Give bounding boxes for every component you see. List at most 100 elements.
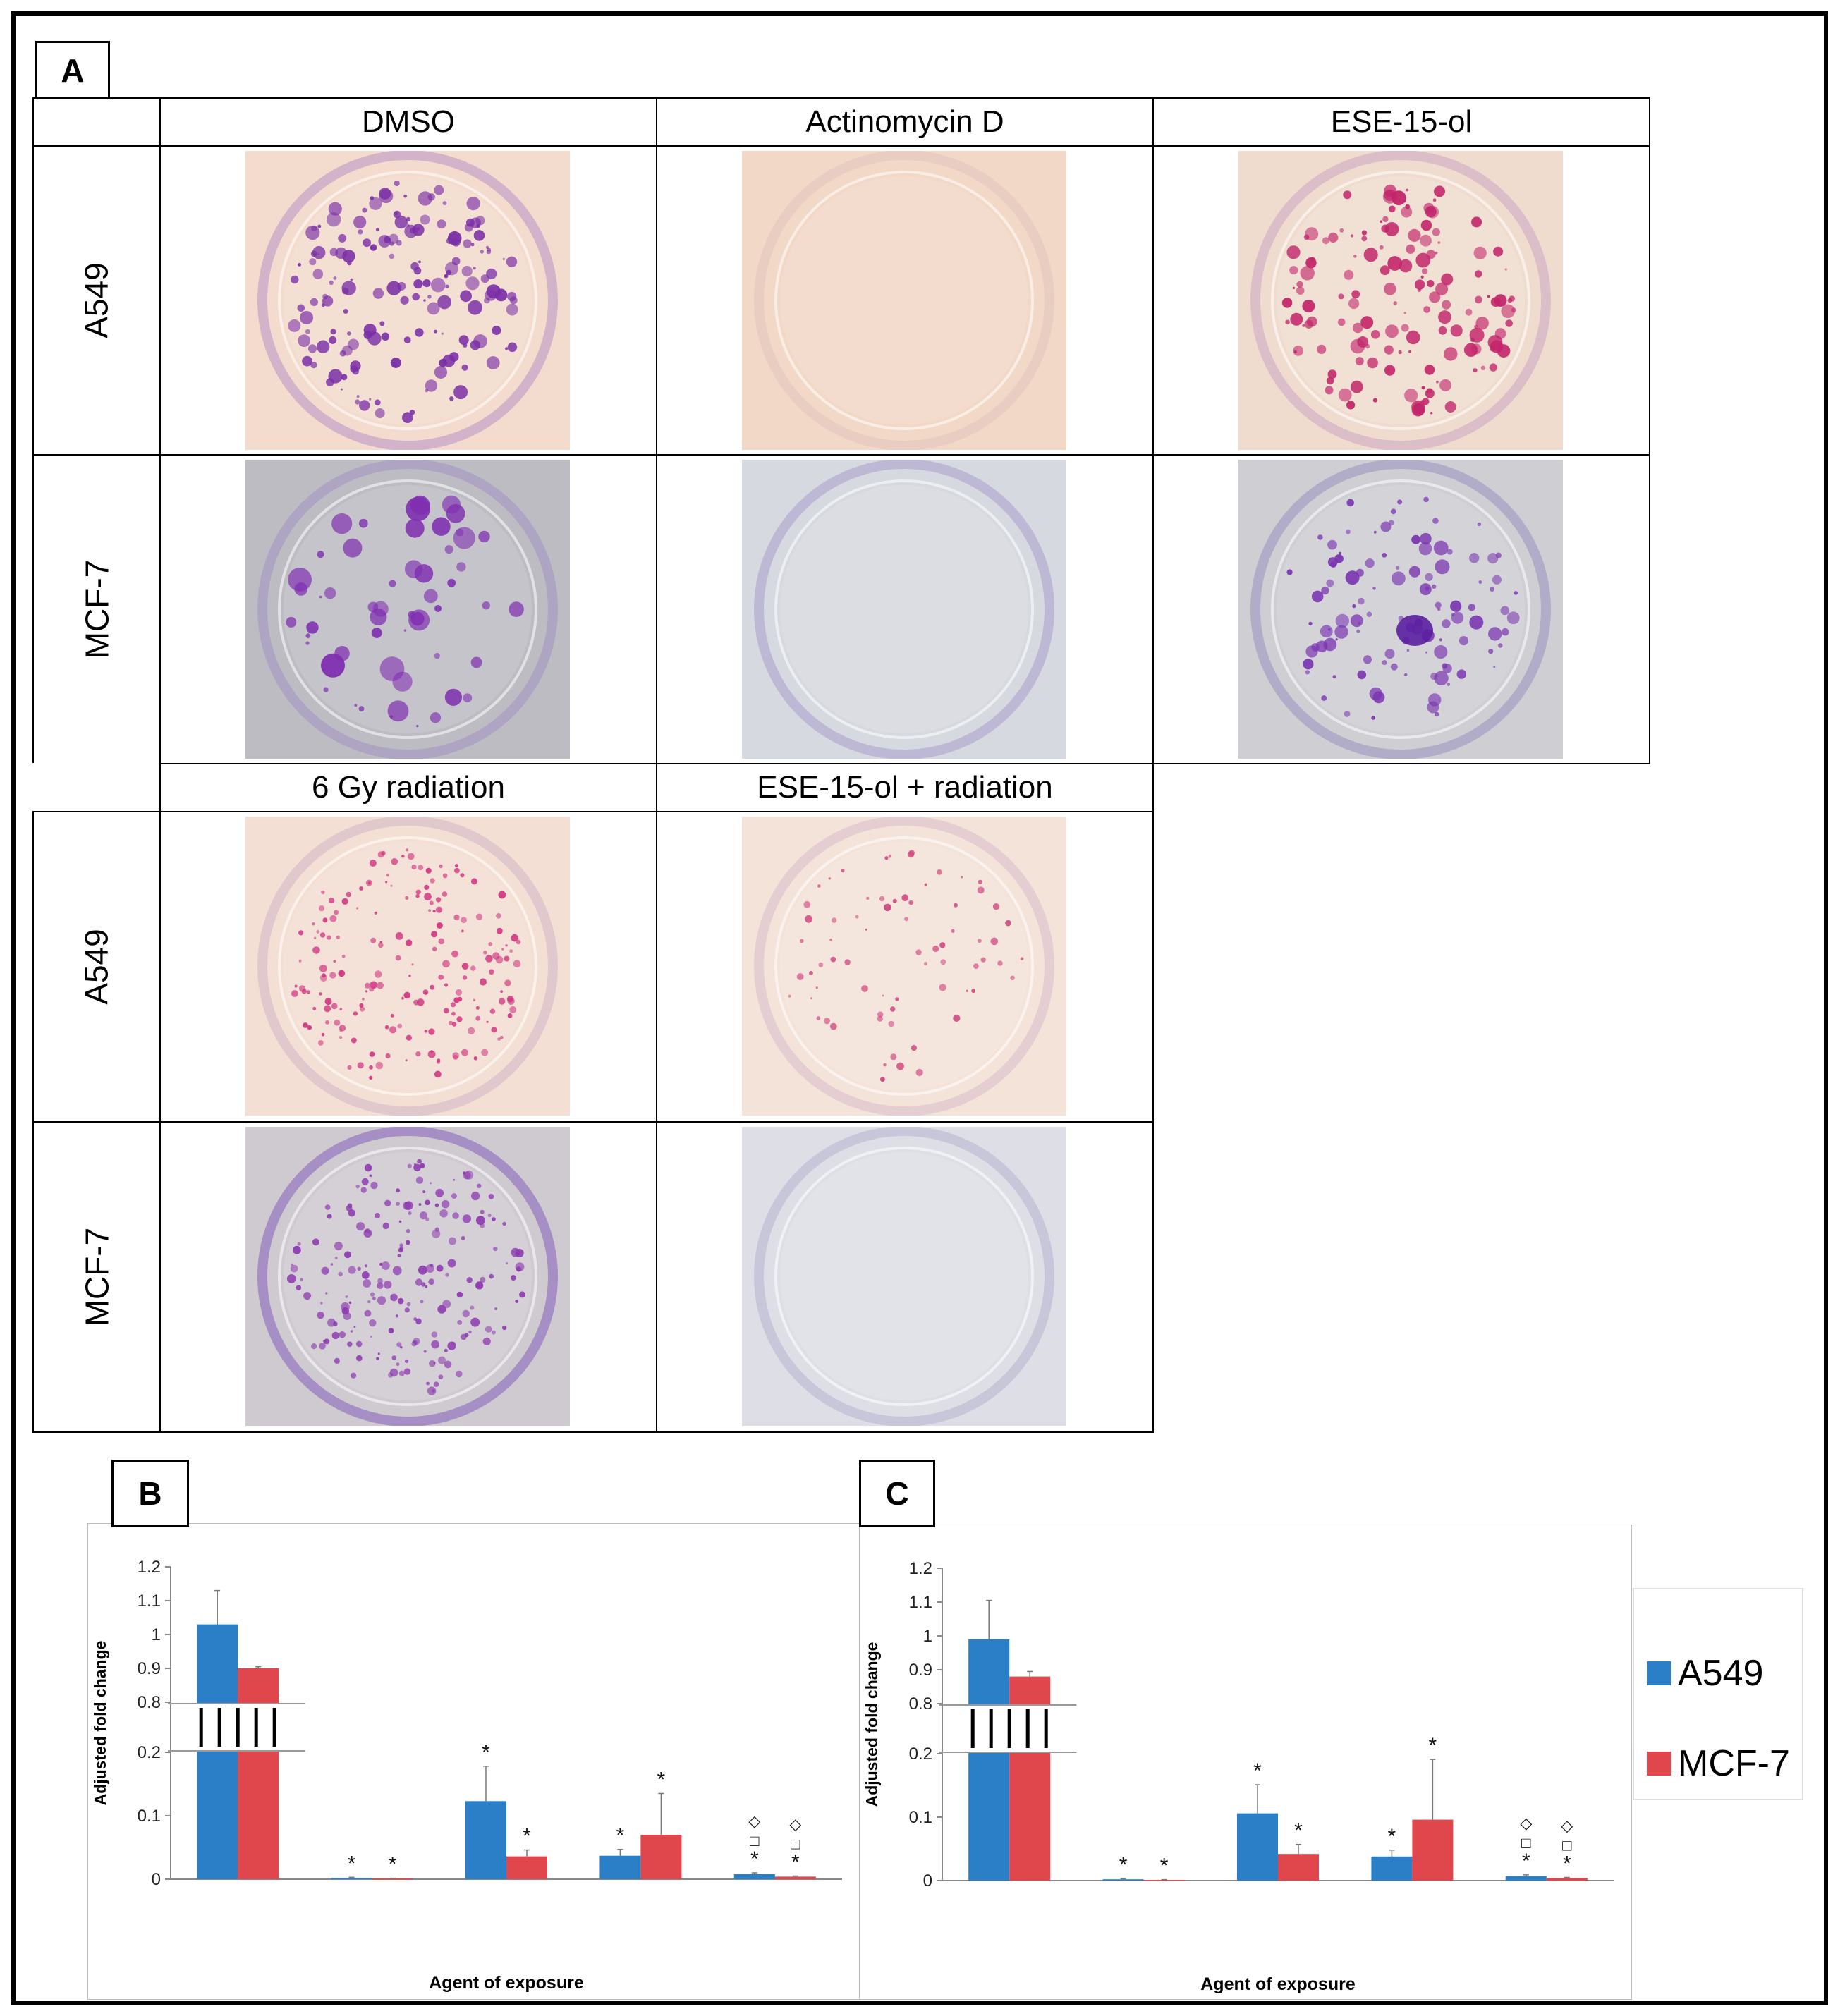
y-tick-label: 1.1	[909, 1593, 932, 1612]
colony	[1382, 216, 1389, 222]
significance-marker: *	[1522, 1850, 1530, 1873]
colony	[1373, 530, 1377, 534]
colony	[468, 1027, 475, 1034]
colony	[375, 408, 385, 418]
colony	[1303, 659, 1314, 670]
colony	[329, 915, 337, 922]
colony	[430, 1050, 434, 1053]
colony	[466, 218, 475, 227]
colony	[394, 215, 408, 229]
colony	[377, 982, 384, 989]
colony	[1285, 319, 1290, 325]
colony	[1392, 571, 1406, 586]
colony	[329, 280, 334, 286]
colony	[865, 928, 867, 931]
colony	[453, 527, 475, 549]
colony	[383, 1281, 392, 1289]
colony	[1335, 638, 1338, 641]
dish-rim-inner	[774, 836, 1034, 1096]
colony	[377, 1296, 386, 1305]
colony	[1365, 558, 1375, 568]
colony	[1493, 666, 1496, 668]
colony	[291, 275, 299, 284]
colony	[473, 998, 476, 1002]
colony	[884, 903, 891, 912]
colony	[317, 551, 324, 558]
dish-image-a549-actinomycin	[742, 151, 1066, 450]
colony	[499, 998, 506, 1005]
bar-mcf-7	[774, 1876, 816, 1879]
colony	[403, 194, 407, 198]
colony	[509, 949, 513, 953]
colony	[1372, 691, 1385, 704]
colony	[434, 329, 438, 334]
colony	[434, 1203, 439, 1208]
colony	[1408, 228, 1421, 242]
colony	[397, 1297, 404, 1305]
colony	[417, 998, 425, 1006]
colony	[417, 1159, 422, 1164]
dish-image-mcf7-dmso	[245, 460, 570, 759]
colony	[1380, 265, 1390, 276]
colony	[1350, 380, 1363, 393]
colony	[442, 495, 461, 514]
dish-image-mcf7-actinomycin	[742, 460, 1066, 759]
colony	[344, 1251, 351, 1259]
colony	[374, 399, 381, 406]
legend-label-a549: A549	[1678, 1653, 1764, 1694]
colony	[423, 1350, 427, 1353]
colony	[362, 207, 367, 213]
colony	[415, 894, 420, 898]
colony	[370, 981, 378, 989]
colony	[451, 950, 458, 958]
colony	[432, 1229, 441, 1238]
colony	[334, 910, 339, 915]
colony	[333, 276, 337, 280]
colony	[329, 972, 336, 979]
bar-a549	[733, 1874, 775, 1879]
colony	[454, 864, 458, 867]
colony	[358, 518, 368, 528]
colony	[1384, 283, 1396, 295]
colony	[1361, 230, 1367, 236]
panel-b-label: B	[111, 1460, 189, 1527]
colony	[437, 295, 451, 310]
colony	[403, 991, 410, 999]
colony	[431, 931, 438, 938]
colony	[1321, 695, 1327, 701]
colony	[305, 329, 310, 334]
colony	[329, 336, 337, 344]
colony	[340, 388, 343, 391]
colony	[359, 886, 364, 891]
colony	[1435, 559, 1450, 575]
colony	[1338, 388, 1352, 402]
y-tick-label: 0	[152, 1870, 161, 1889]
colony	[310, 298, 318, 306]
colony	[1317, 534, 1323, 540]
colony	[468, 1330, 472, 1334]
colony	[1439, 638, 1442, 642]
colony	[977, 939, 982, 943]
colony	[449, 1020, 453, 1026]
colony	[1010, 975, 1015, 981]
colony	[505, 347, 509, 350]
colony	[1441, 273, 1454, 286]
colony	[399, 1246, 404, 1251]
colony	[418, 865, 424, 871]
colony	[316, 340, 330, 353]
colony	[312, 269, 324, 279]
colony	[396, 1342, 402, 1348]
colony	[324, 998, 332, 1006]
cell-mcf7-ese15ol	[1152, 454, 1650, 764]
colony	[442, 960, 450, 968]
colony	[286, 1274, 296, 1283]
colony	[444, 545, 453, 554]
colony	[1292, 286, 1296, 290]
colony	[372, 1297, 376, 1300]
colony	[415, 328, 424, 337]
colony	[1473, 368, 1478, 373]
colony	[403, 1368, 411, 1375]
colony	[1435, 251, 1438, 255]
colony	[501, 1325, 507, 1331]
colony	[954, 903, 958, 908]
